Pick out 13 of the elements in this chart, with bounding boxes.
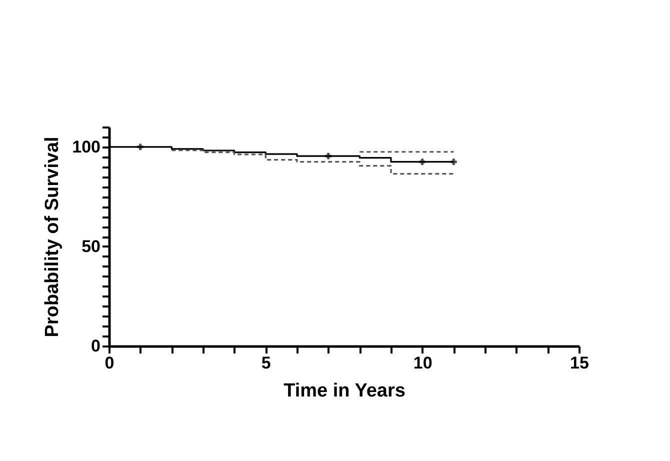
- y-tick-label: 0: [91, 336, 100, 356]
- point: [450, 158, 457, 166]
- x-axis-title: Time in Years: [284, 380, 406, 402]
- point: [137, 144, 144, 150]
- y-tick-label: 50: [82, 236, 100, 256]
- x-tick-label: 15: [570, 354, 589, 372]
- x-tick-label: 5: [261, 354, 271, 372]
- y-tick-label: 100: [72, 137, 100, 156]
- y-axis-title: Probability of Survival: [42, 136, 64, 338]
- point: [419, 158, 426, 166]
- point: [325, 152, 332, 160]
- x-tick-label: 0: [104, 354, 114, 372]
- x-tick-label: 10: [413, 354, 432, 372]
